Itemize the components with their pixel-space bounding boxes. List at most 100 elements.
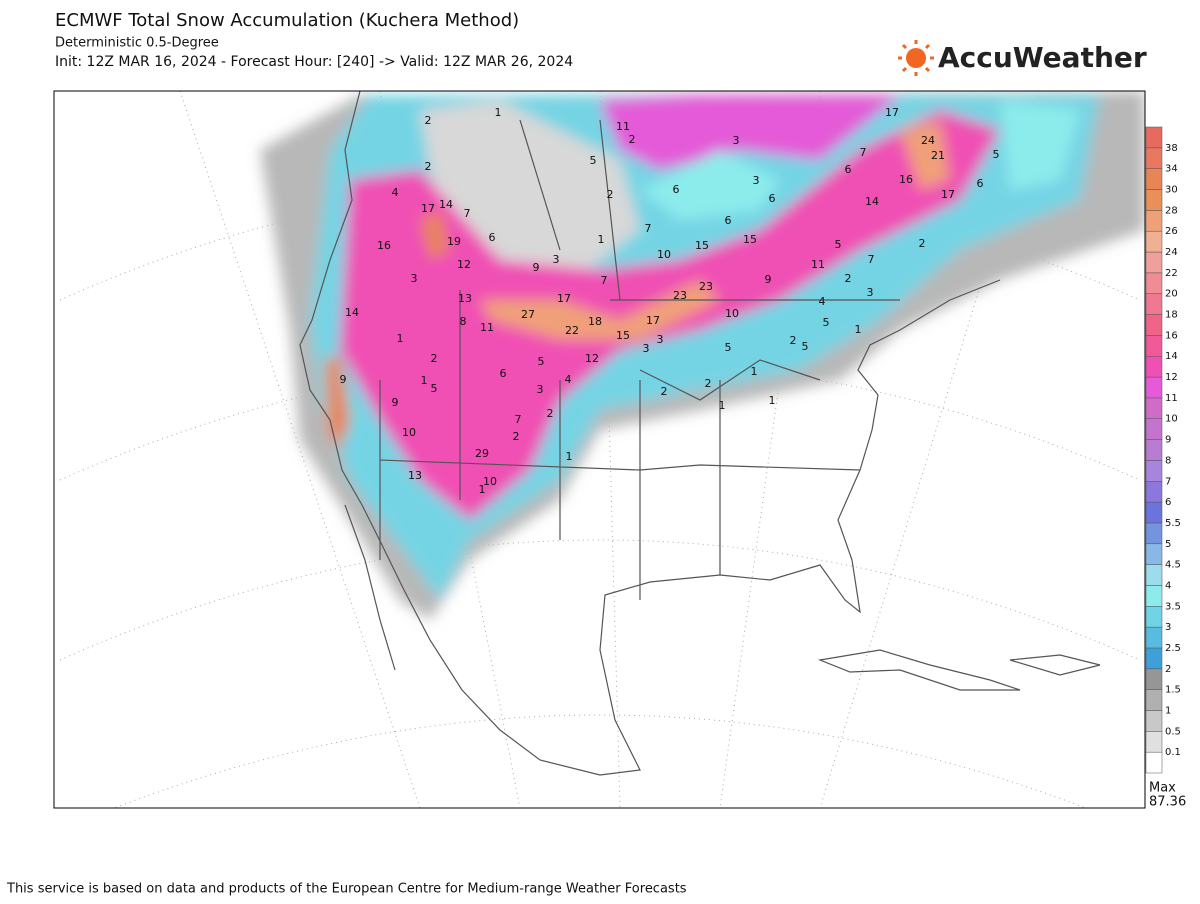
map-value-label: 10	[402, 426, 416, 439]
map-value-label: 18	[588, 315, 602, 328]
map-value-label: 9	[340, 373, 347, 386]
map-value-label: 19	[447, 235, 461, 248]
legend-label: 24	[1165, 247, 1178, 258]
legend-swatch	[1145, 376, 1163, 399]
map-value-label: 4	[819, 295, 826, 308]
legend-swatch	[1145, 335, 1163, 357]
map-value-label: 5	[835, 238, 842, 251]
legend-label: 26	[1165, 226, 1178, 237]
legend-label: 20	[1165, 289, 1178, 300]
footer: This service is based on data and produc…	[6, 882, 687, 897]
snow-field	[260, 91, 1145, 620]
map-value-label: 2	[661, 385, 668, 398]
map-value-label: 7	[860, 146, 867, 159]
map-value-label: 7	[464, 207, 471, 220]
map-value-label: 13	[458, 292, 472, 305]
map-value-label: 6	[725, 214, 732, 227]
map-value-label: 10	[725, 307, 739, 320]
legend-swatch	[1145, 626, 1163, 649]
map-value-label: 3	[643, 342, 650, 355]
legend-swatch	[1145, 418, 1163, 440]
legend-label: 0.1	[1165, 747, 1181, 758]
map-value-label: 5	[725, 341, 732, 354]
legend-label: 38	[1165, 143, 1178, 154]
legend-swatch	[1145, 481, 1163, 503]
map-value-label: 17	[421, 202, 435, 215]
map-value-label: 29	[475, 447, 489, 460]
map-value-label: 7	[868, 253, 875, 266]
map-value-label: 5	[993, 148, 1000, 161]
map-value-label: 6	[845, 163, 852, 176]
map-value-label: 10	[657, 248, 671, 261]
legend-label: 7	[1165, 476, 1171, 487]
map-value-label: 11	[480, 321, 494, 334]
title: ECMWF Total Snow Accumulation (Kuchera M…	[55, 10, 519, 31]
legend-swatch	[1145, 189, 1163, 211]
legend-label: 18	[1165, 310, 1178, 321]
map-value-label: 2	[919, 237, 926, 250]
legend-swatch	[1145, 147, 1163, 169]
map-value-label: 9	[533, 261, 540, 274]
map-value-label: 6	[489, 231, 496, 244]
map-value-label: 2	[845, 272, 852, 285]
legend-label: 10	[1165, 414, 1178, 425]
map-value-label: 16	[377, 239, 391, 252]
map-value-label: 12	[585, 352, 599, 365]
legend-label: 28	[1165, 205, 1178, 216]
map-value-label: 9	[392, 396, 399, 409]
map-value-label: 9	[765, 273, 772, 286]
map-value-label: 5	[538, 355, 545, 368]
legend-label: 4	[1165, 580, 1171, 591]
legend-swatch	[1145, 522, 1163, 545]
legend-max-label: Max	[1149, 781, 1176, 796]
map-value-label: 2	[431, 352, 438, 365]
map-value-label: 17	[885, 106, 899, 119]
map-value-label: 2	[607, 188, 614, 201]
map-value-label: 23	[673, 289, 687, 302]
map-value-label: 21	[931, 149, 945, 162]
map-value-label: 14	[345, 306, 359, 319]
map-value-label: 24	[921, 134, 935, 147]
legend-swatch	[1145, 501, 1163, 524]
map-value-label: 2	[705, 377, 712, 390]
legend-label: 22	[1165, 268, 1178, 279]
map-value-label: 1	[598, 233, 605, 246]
map-value-label: 11	[616, 120, 630, 133]
map-value-label: 15	[616, 329, 630, 342]
init-line: Init: 12Z MAR 16, 2024 - Forecast Hour: …	[55, 54, 573, 70]
legend-label: 16	[1165, 330, 1178, 341]
map-value-label: 10	[483, 475, 497, 488]
legend-swatch	[1145, 210, 1163, 232]
legend-swatch	[1145, 251, 1163, 274]
legend-label: 12	[1165, 372, 1178, 383]
map-value-label: 1	[719, 399, 726, 412]
map-value-label: 3	[753, 174, 760, 187]
map-value-label: 4	[565, 373, 572, 386]
legend-swatch	[1145, 397, 1163, 419]
map-value-label: 1	[566, 450, 573, 463]
map-value-label: 7	[601, 274, 608, 287]
map-value-label: 17	[941, 188, 955, 201]
map-value-label: 12	[457, 258, 471, 271]
logo: AccuWeather	[898, 40, 1147, 76]
legend-swatch	[1145, 439, 1163, 461]
map-value-label: 17	[557, 292, 571, 305]
map-value-label: 1	[479, 483, 486, 496]
legend-swatch	[1145, 272, 1163, 294]
legend-swatch	[1145, 710, 1163, 732]
map-value-label: 1	[421, 374, 428, 387]
map-value-label: 4	[392, 186, 399, 199]
map-value-label: 3	[733, 134, 740, 147]
map-value-label: 6	[673, 183, 680, 196]
map-value-label: 3	[867, 286, 874, 299]
legend-label: 5	[1165, 539, 1171, 550]
logo-text: AccuWeather	[938, 41, 1147, 74]
map-value-label: 15	[695, 239, 709, 252]
map-value-label: 27	[521, 308, 535, 321]
map-value-label: 3	[411, 272, 418, 285]
map-value-label: 13	[408, 469, 422, 482]
map-value-label: 3	[537, 383, 544, 396]
legend-swatch	[1145, 126, 1163, 149]
